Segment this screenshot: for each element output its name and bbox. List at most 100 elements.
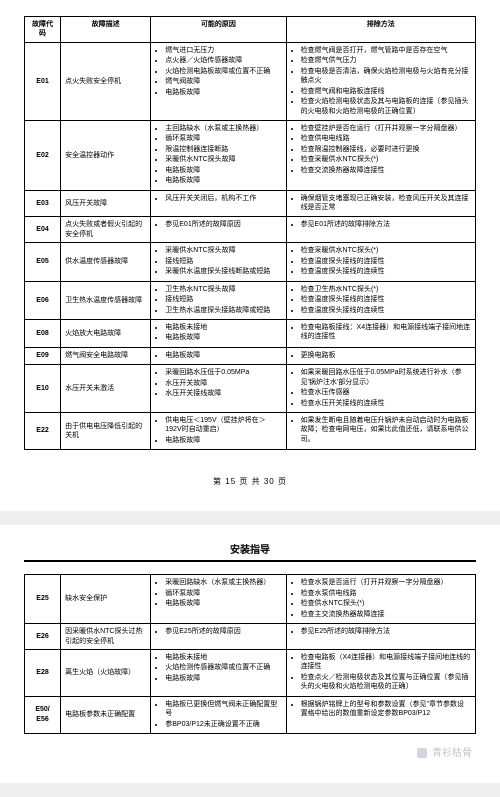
list-item: 电路板故障 <box>165 166 281 175</box>
list-item: 循环泵故障 <box>165 589 281 598</box>
fault-cause: 参见E01所述的故障原因 <box>151 217 286 243</box>
list-item: 检查主交流换热器故障连接 <box>301 610 471 619</box>
fault-cause: 电路板未接地电路板故障 <box>151 319 286 347</box>
fault-code: E03 <box>25 190 61 217</box>
list-item: 检查供水NTC探头(*) <box>301 599 471 608</box>
list-item: 电路板故障 <box>165 674 281 683</box>
table-row: E50/ E56电路板参数未正确配置电路板已更换但燃气阀未正确配置型号参BP03… <box>25 696 476 733</box>
table-row: E05供水温度传感器故障采暖供水NTC探头故障接线短路采暖供水温度探头接线断路或… <box>25 243 476 281</box>
list-item: 检查卫生热水NTC探头(*) <box>301 285 471 294</box>
fault-code: E01 <box>25 42 61 120</box>
fault-cause: 电路板故障 <box>151 347 286 364</box>
watermark-text: 青衫枯骨 <box>432 748 472 759</box>
fault-desc: 燃气阀安全电路故障 <box>61 347 151 364</box>
list-item: 检查水泵是否运行（打开并观察一字分隔盘器） <box>301 578 471 587</box>
fault-cause: 主回路缺水（水泵或主换热器）循环泵故障限温控制器连接断路采暖供水NTC探头故障电… <box>151 120 286 190</box>
table-row: E02安全温控器动作主回路缺水（水泵或主换热器）循环泵故障限温控制器连接断路采暖… <box>25 120 476 190</box>
fault-cause: 参见E25所述的故障原因 <box>151 624 286 650</box>
fault-fix: 检查卫生热水NTC探头(*)检查温度探头接线的连接性检查温度探头接线的连续性 <box>286 281 475 319</box>
list-item: 接线短路 <box>165 295 281 304</box>
fault-fix: 确保烟管支堵塞现已正确安装，检查风压开关及其连接线是否正常 <box>286 190 475 217</box>
fault-desc: 风压开关故障 <box>61 190 151 217</box>
fault-cause: 卫生热水NTC探头故障接线短路卫生热水温度探头接路故障或短路 <box>151 281 286 319</box>
list-item: 参见E01所述的故障排除方法 <box>301 220 471 229</box>
list-item: 卫生热水温度探头接路故障或短路 <box>165 306 281 315</box>
fault-code: E26 <box>25 624 61 650</box>
fault-fix: 检查电路板接线：X4连接器）和电源接线端子接间地连线的连接性 <box>286 319 475 347</box>
list-item: 电路板未接地 <box>165 653 281 662</box>
list-item: 采暖供水NTC探头故障 <box>165 155 281 164</box>
watermark-icon <box>417 748 427 758</box>
fault-fix: 参见E01所述的故障排除方法 <box>286 217 475 243</box>
fault-cause: 风压开关关闭后，机构不工作 <box>151 190 286 217</box>
list-item: 参BP03/P12未正确设置不正确 <box>165 720 281 729</box>
list-item: 采暖回路缺水（水泵或主换热器） <box>165 578 281 587</box>
fault-fix: 检查壁挂炉是否在运行（打开并观察一字分隔盘器）检查供电电线路检查限温控制器接线，… <box>286 120 475 190</box>
list-item: 供电电压＜195V（壁挂炉将在＞192V时自动重启） <box>165 416 281 435</box>
list-item: 根据锅炉铭牌上的型号和参数设置（参见"章节参数设置格中给出的数值重新设定参数BP… <box>301 700 471 719</box>
list-item: 检查壁挂炉是否在运行（打开并观察一字分隔盘器） <box>301 124 471 133</box>
list-item: 风压开关关闭后，机构不工作 <box>165 194 281 203</box>
table-row: E10水压开关未激活采暖回路水压低于0.05MPa水压开关故障水压开关接线故障如… <box>25 365 476 413</box>
watermark: 青衫枯骨 <box>24 744 476 759</box>
list-item: 卫生热水NTC探头故障 <box>165 285 281 294</box>
fault-cause: 采暖回路缺水（水泵或主换热器）循环泵故障电路板故障 <box>151 575 286 624</box>
fault-fix: 检查燃气阀是否打开，燃气管路中是否存在空气检查燃气供气压力检查电极是否清洁，确保… <box>286 42 475 120</box>
fault-code: E02 <box>25 120 61 190</box>
list-item: 电路板故障 <box>165 436 281 445</box>
table-row: E25缺水安全保护采暖回路缺水（水泵或主换热器）循环泵故障电路板故障检查水泵是否… <box>25 575 476 624</box>
list-item: 限温控制器连接断路 <box>165 145 281 154</box>
fault-cause: 采暖回路水压低于0.05MPa水压开关故障水压开关接线故障 <box>151 365 286 413</box>
list-item: 如果发生断电且随着电压升锅炉未自动启动时为电路板故障；检查电网电压，如果比此值还… <box>301 416 471 444</box>
table-header-row: 故障代码 故障描述 可能的原因 排除方法 <box>25 17 476 43</box>
table-row: E22由于供电电压降低引起的关机供电电压＜195V（壁挂炉将在＞192V时自动重… <box>25 413 476 450</box>
list-item: 检查温度探头接线的连续性 <box>301 267 471 276</box>
fault-desc: 点火失败或者假火引起的安全停机 <box>61 217 151 243</box>
list-item: 水压开关接线故障 <box>165 389 281 398</box>
list-item: 检查电路板（X4连接器）和电源接线端子接间地连线的连接性 <box>301 653 471 672</box>
fault-code: E08 <box>25 319 61 347</box>
list-item: 检查水压传感器 <box>301 388 471 397</box>
list-item: 电路板故障 <box>165 351 281 360</box>
list-item: 电路板故障 <box>165 176 281 185</box>
col-desc: 故障描述 <box>61 17 151 43</box>
fault-desc: 卫生热水温度传感器故障 <box>61 281 151 319</box>
list-item: 参见E25所述的故障排除方法 <box>301 627 471 636</box>
page-1: 故障代码 故障描述 可能的原因 排除方法 E01点火失败安全停机燃气进口无压力点… <box>0 0 500 511</box>
list-item: 电路板故障 <box>165 333 281 342</box>
list-item: 采暖回路水压低于0.05MPa <box>165 368 281 377</box>
fault-desc: 安全温控器动作 <box>61 120 151 190</box>
fault-cause: 电路板已更换但燃气阀未正确配置型号参BP03/P12未正确设置不正确 <box>151 696 286 733</box>
list-item: 更换电路板 <box>301 351 471 360</box>
fault-desc: 水压开关未激活 <box>61 365 151 413</box>
list-item: 主回路缺水（水泵或主换热器） <box>165 124 281 133</box>
list-item: 如果采暖回路水压低于0.05MPa时系统进行补水（参见'锅炉注水'部分显示） <box>301 368 471 387</box>
fault-fix: 参见E25所述的故障排除方法 <box>286 624 475 650</box>
list-item: 电路板故障 <box>165 88 281 97</box>
list-item: 点火器／火焰传感器故障 <box>165 56 281 65</box>
list-item: 检查电路板接线：X4连接器）和电源接线端子接间地连线的连接性 <box>301 323 471 342</box>
fault-code: E25 <box>25 575 61 624</box>
fault-code: E06 <box>25 281 61 319</box>
fault-code: E05 <box>25 243 61 281</box>
fault-fix: 如果采暖回路水压低于0.05MPa时系统进行补水（参见'锅炉注水'部分显示）检查… <box>286 365 475 413</box>
page-2: 安装指导 E25缺水安全保护采暖回路缺水（水泵或主换热器）循环泵故障电路板故障检… <box>0 525 500 783</box>
list-item: 检查采暖供水NTC探头(*) <box>301 155 471 164</box>
fault-cause: 电路板未接地火焰检测传感器故障或位置不正确电路板故障 <box>151 649 286 696</box>
fault-cause: 采暖供水NTC探头故障接线短路采暖供水温度探头接线断路或短路 <box>151 243 286 281</box>
fault-desc: 电路板参数未正确配置 <box>61 696 151 733</box>
fault-code: E28 <box>25 649 61 696</box>
list-item: 检查交流换热器故障连接性 <box>301 166 471 175</box>
table-row: E03风压开关故障 风压开关关闭后，机构不工作确保烟管支堵塞现已正确安装，检查风压… <box>25 190 476 217</box>
fault-fix: 检查采暖供水NTC探头(*)检查温度探头接线的连接性检查温度探头接线的连续性 <box>286 243 475 281</box>
list-item: 检查火焰检测电极状态及其与电路板的连接〔参见插头的火电极和火焰检测电极的正确位置… <box>301 97 471 116</box>
list-item: 电路板未接地 <box>165 323 281 332</box>
fault-table-1: 故障代码 故障描述 可能的原因 排除方法 E01点火失败安全停机燃气进口无压力点… <box>24 16 476 450</box>
fault-cause: 供电电压＜195V（壁挂炉将在＞192V时自动重启）电路板故障 <box>151 413 286 450</box>
list-item: 检查燃气供气压力 <box>301 56 471 65</box>
list-item: 检查水压开关接线的连续性 <box>301 399 471 408</box>
fault-code: E50/ E56 <box>25 696 61 733</box>
table-row: E04点火失败或者假火引起的安全停机参见E01所述的故障原因参见E01所述的故障… <box>25 217 476 243</box>
col-fix: 排除方法 <box>286 17 475 43</box>
list-item: 检查限温控制器接线，必要时进行更换 <box>301 145 471 154</box>
